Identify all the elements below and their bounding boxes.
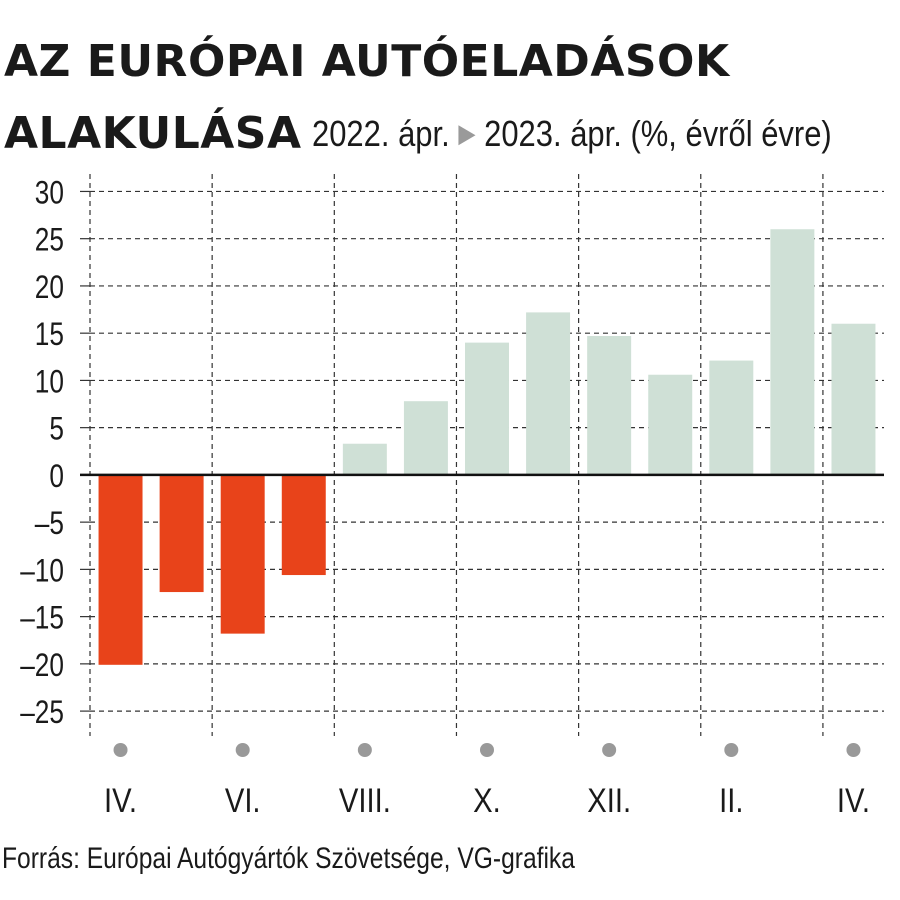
x-tick-label: X. [473, 781, 501, 820]
subtitle-end: 2023. ápr. (%, évről évre) [484, 113, 832, 154]
bar [159, 474, 204, 593]
y-tick-label: 0 [49, 460, 64, 495]
x-tick-label: IV. [104, 781, 137, 820]
bar [465, 342, 509, 475]
source-note: Forrás: Európai Autógyártók Szövetsége, … [2, 842, 575, 875]
x-tick-label: VI. [225, 781, 261, 820]
x-marker-dot [113, 743, 128, 757]
x-marker-dot [357, 743, 372, 757]
x-marker-dot [724, 743, 739, 757]
y-tick-label: –15 [20, 601, 64, 636]
bar [98, 474, 143, 665]
bar [831, 323, 876, 475]
x-tick-label: VIII. [339, 781, 391, 820]
y-tick-label: 30 [35, 176, 64, 211]
y-tick-label: –5 [35, 507, 64, 542]
bar [220, 474, 265, 634]
y-tick-label: 20 [35, 271, 64, 306]
x-tick-label: IV. [837, 781, 870, 820]
play-arrow-icon: ▶ [458, 118, 476, 148]
y-tick-label: 25 [35, 223, 64, 258]
bar [587, 336, 632, 475]
bar [403, 401, 448, 475]
x-tick-label: XII. [587, 781, 631, 820]
x-marker-dot [235, 743, 250, 757]
x-marker-dot [846, 743, 861, 757]
y-tick-label: 5 [49, 412, 64, 447]
chart-title-line-1: AZ EURÓPAI AUTÓELADÁSOK [4, 36, 730, 87]
bar [770, 229, 815, 475]
x-marker-dot [602, 743, 617, 757]
y-tick-label: –20 [20, 649, 64, 684]
bar [526, 312, 571, 475]
y-tick-label: 15 [35, 318, 64, 353]
bar [281, 474, 326, 576]
subtitle-start: 2022. ápr. [312, 113, 450, 154]
x-tick-label: II. [719, 781, 743, 820]
y-tick-label: 10 [35, 365, 64, 400]
bar [648, 374, 693, 475]
chart-subtitle: 2022. ápr. ▶ 2023. ápr. (%, évről évre) [312, 116, 832, 152]
bar-chart: 30 25 20 15 10 5 0 –5 –10 –15 –20 –25 IV. VI. VIII. X. X… [20, 174, 884, 820]
x-marker-dot [480, 743, 494, 757]
y-tick-label: –10 [20, 554, 64, 589]
bar [709, 360, 754, 475]
bar [342, 443, 387, 475]
chart-title-line-2: ALAKULÁSA [4, 108, 302, 159]
y-tick-label: –25 [20, 696, 64, 731]
